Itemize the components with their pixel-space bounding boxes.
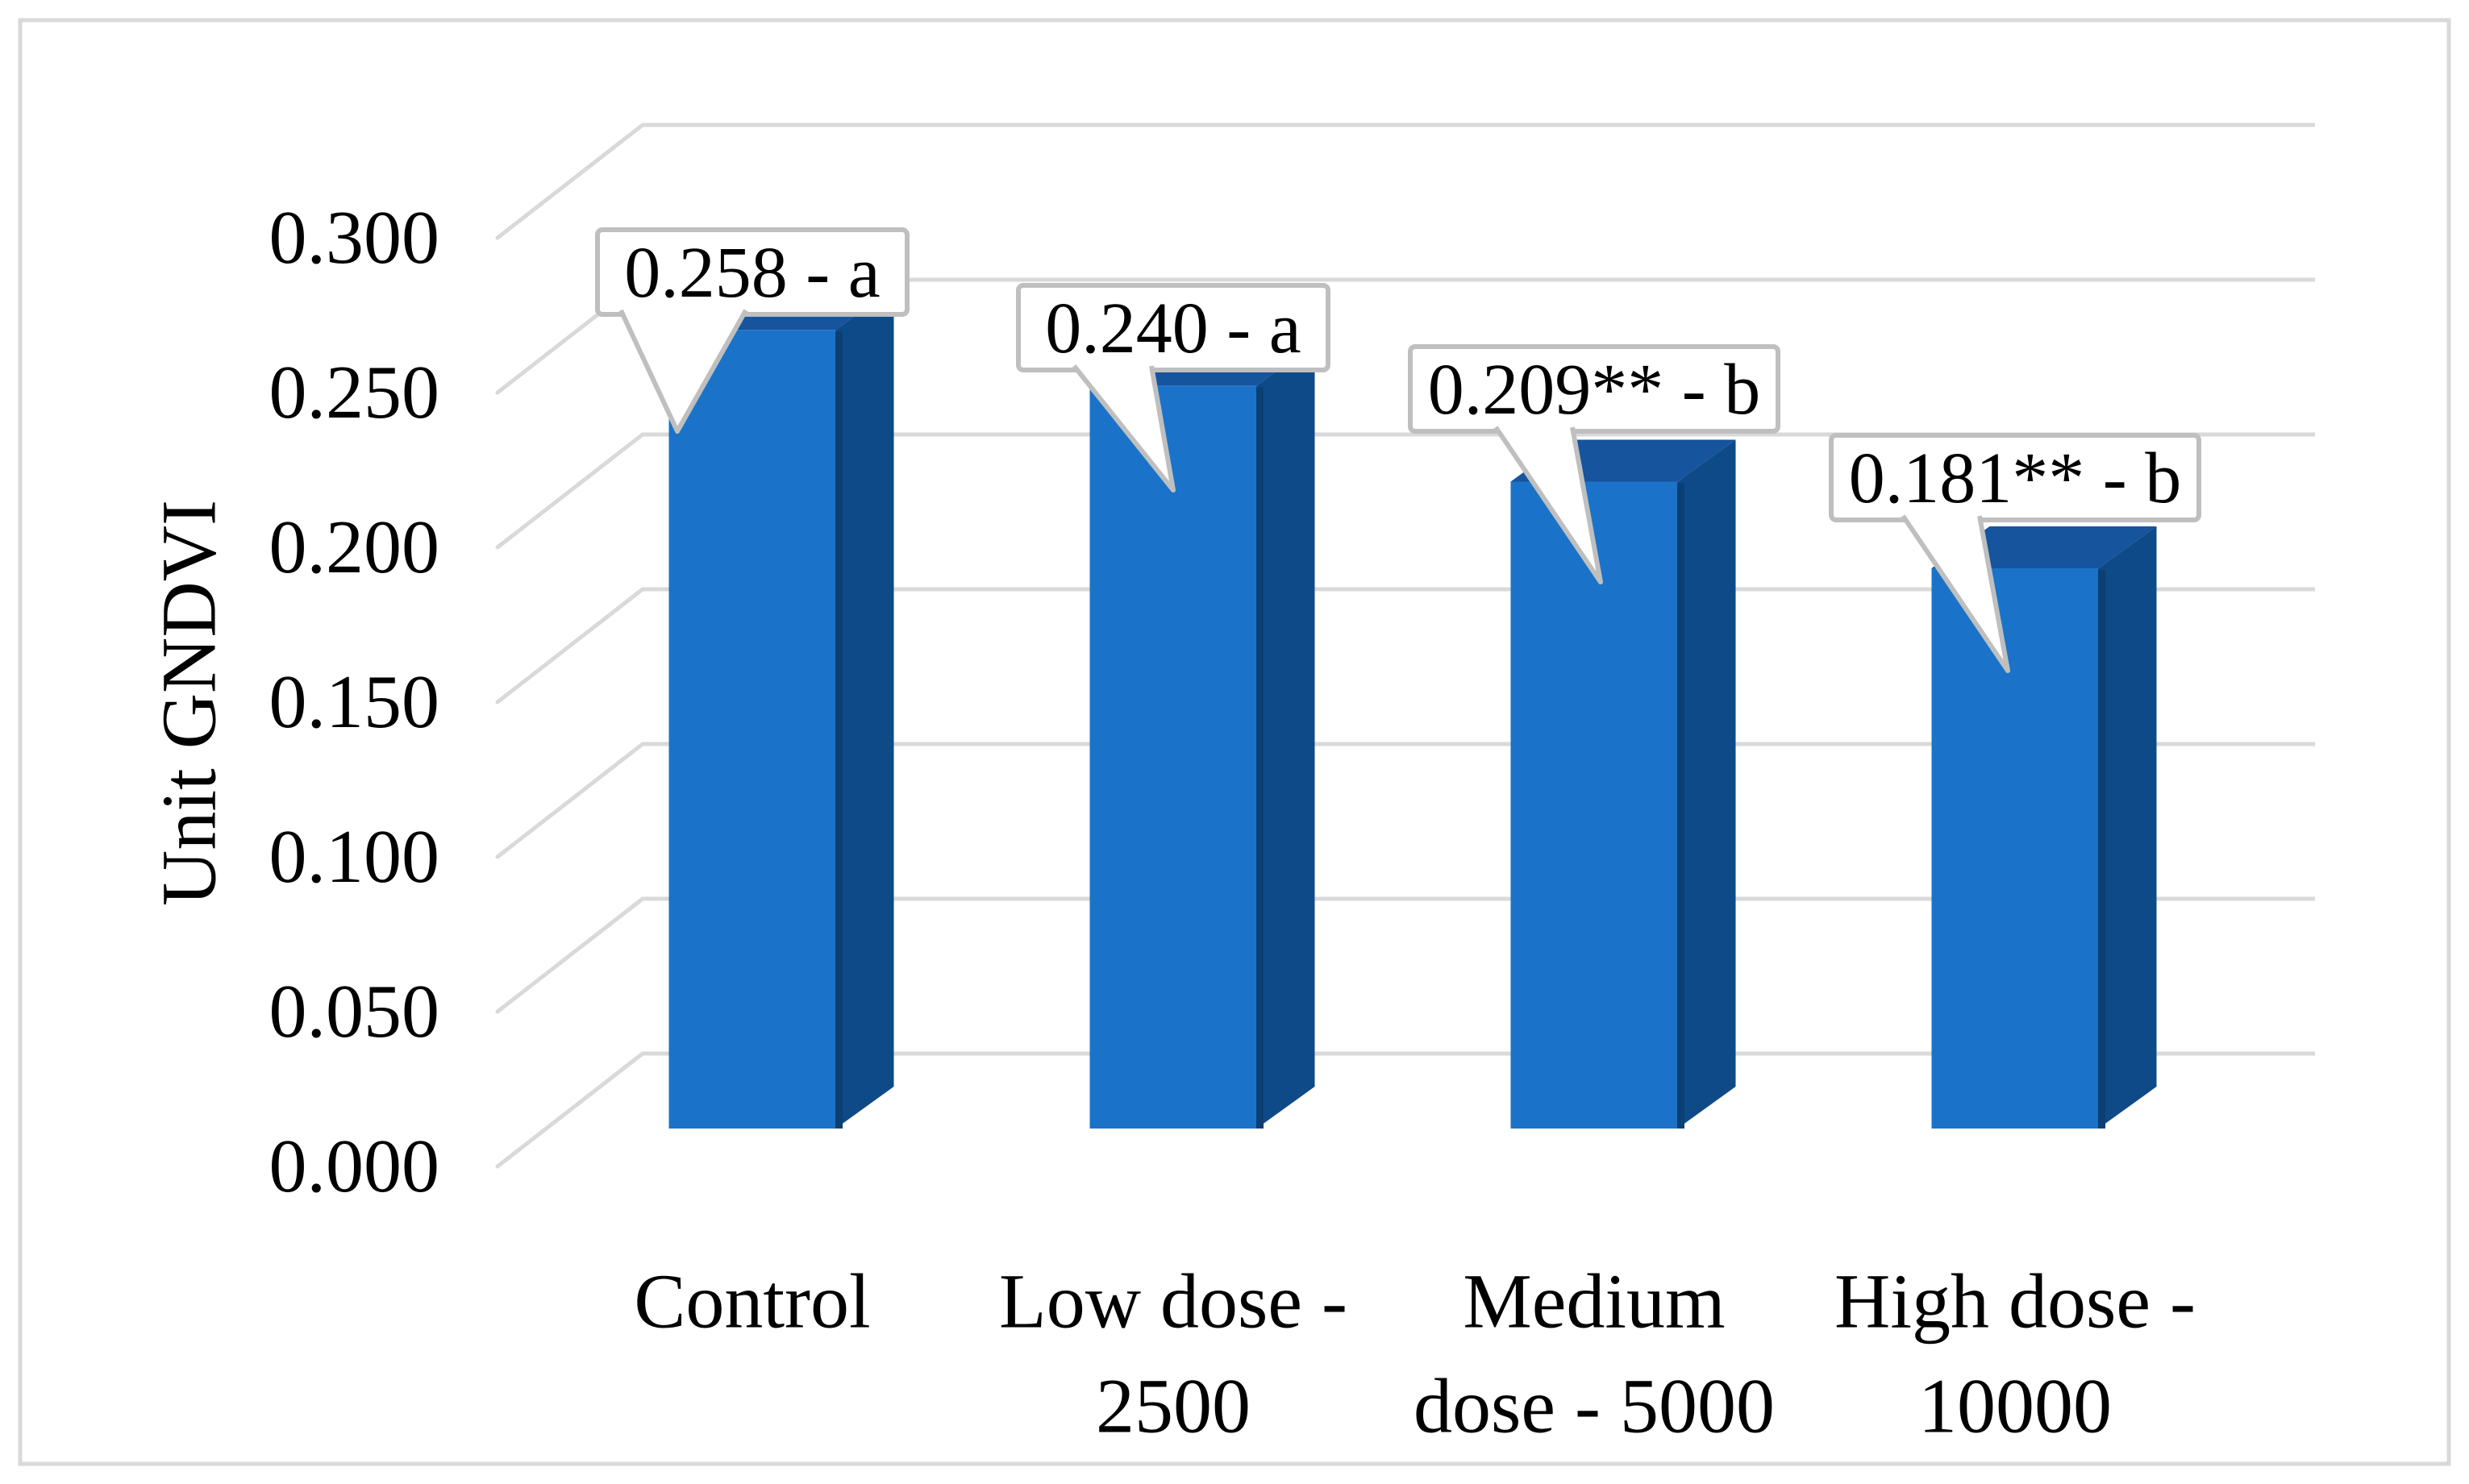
gridline-diagonal [495, 587, 645, 705]
x-category-label: Control [634, 1258, 870, 1345]
callout-box [1408, 344, 1780, 434]
bar-side-face [835, 288, 894, 1129]
bar [1510, 439, 1736, 1129]
data-callout: 0.258 - a [595, 227, 910, 434]
gridline-diagonal [495, 896, 645, 1014]
y-tick-label: 0.050 [269, 970, 440, 1054]
callout-box [1829, 433, 2201, 522]
y-axis-title: Unit GNDVI [146, 500, 232, 906]
callout-tail [1072, 364, 1176, 493]
bar-front-face [668, 330, 836, 1129]
y-tick-label: 0.250 [269, 351, 440, 434]
gridline-diagonal [495, 432, 645, 550]
y-tick-label: 0.100 [269, 815, 440, 899]
gridline-diagonal [495, 1051, 645, 1169]
bar-front-face [1510, 481, 1678, 1129]
data-callout: 0.240 - a [1016, 283, 1330, 493]
y-tick-label: 0.000 [269, 1124, 440, 1208]
bar [1089, 343, 1315, 1129]
data-label: 0.258 - a [624, 233, 880, 313]
axes-layer: 0.000 0.050 0.100 0.150 0.200 0.250 0.300 Contr… [269, 196, 2196, 1449]
data-label: 0.240 - a [1045, 289, 1301, 368]
x-category-label: Low dose - [999, 1258, 1347, 1345]
callouts-layer: 0.258 - a 0.240 - a 0.209** - b 0.181** - b [595, 227, 2201, 673]
data-callout: 0.209** - b [1408, 344, 1780, 584]
data-label: 0.181** - b [1849, 439, 2181, 518]
chart-frame [18, 18, 2451, 1466]
frame-layer [18, 18, 2451, 1466]
x-category-label: 10000 [1918, 1363, 2112, 1449]
x-category-label: Medium [1463, 1258, 1725, 1345]
bar-side-face [2098, 526, 2157, 1129]
callout-box [1016, 283, 1330, 372]
bar-side-face [1256, 343, 1315, 1129]
callout-box [595, 227, 910, 317]
x-category-label: dose - 5000 [1414, 1363, 1775, 1449]
y-tick-label: 0.200 [269, 505, 440, 589]
bars-layer [668, 288, 2157, 1129]
bar-front-face [1931, 567, 2099, 1129]
bar [1931, 526, 2157, 1129]
bar-front-face [1089, 385, 1257, 1129]
callout-tail [1493, 426, 1603, 584]
data-callout: 0.181** - b [1829, 433, 2201, 673]
y-tick-label: 0.300 [269, 196, 440, 280]
bar [668, 288, 894, 1129]
gridline-diagonal [495, 742, 645, 859]
callout-tail [1901, 514, 2010, 673]
y-tick-label: 0.150 [269, 660, 440, 744]
callout-tail [618, 309, 748, 434]
gridline-diagonal [495, 123, 645, 240]
data-label: 0.209** - b [1428, 350, 1760, 430]
x-category-label: 2500 [1096, 1363, 1251, 1449]
x-category-label: High dose - [1834, 1258, 2196, 1345]
bar-side-face [1677, 439, 1736, 1129]
